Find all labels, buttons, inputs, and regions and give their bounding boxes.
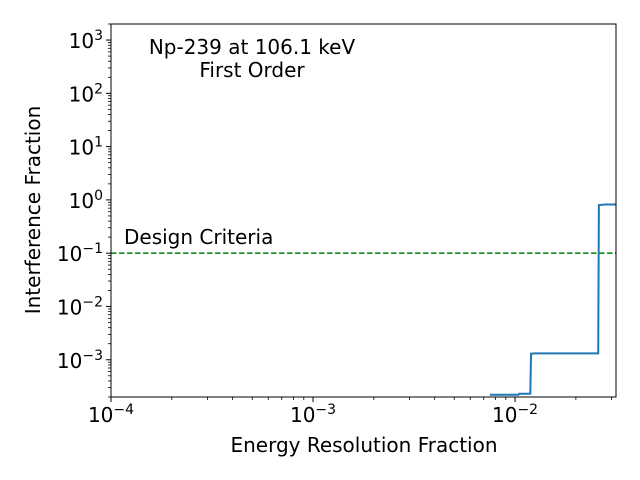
plot-area	[111, 24, 616, 397]
chart-title-line-1: Np-239 at 106.1 keV	[149, 35, 356, 59]
x-tick-label: 10−3	[290, 402, 336, 427]
y-tick-label: 101	[69, 135, 103, 160]
y-tick-label: 100	[69, 188, 103, 213]
x-tick-label: 10−4	[88, 402, 134, 427]
x-axis-label: Energy Resolution Fraction	[230, 433, 497, 457]
x-tick-label: 10−2	[492, 402, 538, 427]
y-tick-label: 10−3	[57, 348, 103, 373]
plot-marks	[111, 203, 616, 396]
axis-tick-labels: 10−4 10−3 10−2 10−3 10−2 10−1 100 101 102 103	[57, 28, 538, 427]
reference-line-label: Design Criteria	[124, 225, 273, 249]
y-tick-label: 102	[69, 81, 103, 106]
y-axis-label: Interference Fraction	[21, 106, 45, 315]
y-tick-label: 10−2	[57, 294, 103, 319]
series-line-0	[489, 203, 616, 396]
chart-title-line-2: First Order	[199, 58, 305, 82]
plot-frame	[110, 23, 617, 398]
y-tick-label: 10−1	[57, 241, 103, 266]
y-tick-label: 103	[69, 28, 103, 53]
